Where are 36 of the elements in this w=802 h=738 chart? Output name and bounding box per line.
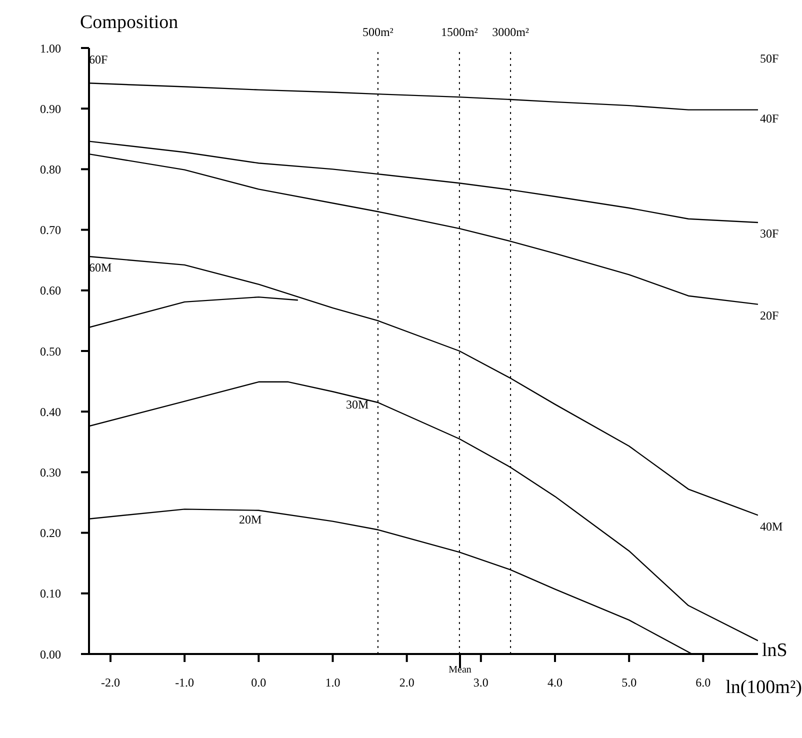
y-axis-title: Composition bbox=[80, 12, 178, 34]
x-tick-label: 1.0 bbox=[325, 676, 340, 690]
annotation: 60F bbox=[89, 52, 108, 68]
y-tick-label: 0.30 bbox=[40, 465, 61, 480]
x-tick-label: 0.0 bbox=[251, 676, 266, 690]
x-tick-label: 5.0 bbox=[622, 676, 637, 690]
y-tick-label: 0.00 bbox=[40, 647, 61, 662]
text: 40M bbox=[760, 520, 783, 534]
ref-line-label: 3000m² bbox=[492, 25, 530, 39]
y-tick-label: 0.70 bbox=[40, 223, 61, 238]
x-tick-label: 3.0 bbox=[473, 676, 488, 690]
y-tick-label: 0.80 bbox=[40, 162, 61, 176]
text: 30F bbox=[760, 226, 779, 242]
annotation: 20M bbox=[239, 512, 262, 528]
x-tick-label: 2.0 bbox=[399, 676, 414, 690]
x-tick-label: 6.0 bbox=[696, 676, 711, 690]
x-axis-title: lnS bbox=[762, 640, 788, 662]
annotation: 30M bbox=[346, 398, 369, 412]
y-tick-label: 0.10 bbox=[40, 586, 61, 601]
text: Mean bbox=[448, 664, 472, 676]
annotation: 60M bbox=[89, 260, 112, 276]
ref-line-label: 500m² bbox=[362, 25, 394, 39]
ref-line-label: 1500m² bbox=[440, 25, 478, 39]
text: 50F bbox=[760, 52, 779, 66]
y-tick-label: 0.90 bbox=[40, 102, 61, 116]
y-tick-label: 0.40 bbox=[40, 404, 61, 419]
text: ln(100m²) bbox=[726, 677, 802, 699]
x-tick-label: 4.0 bbox=[548, 676, 563, 690]
y-tick-label: 0.50 bbox=[40, 344, 61, 358]
x-tick-label: -1.0 bbox=[175, 676, 194, 690]
y-tick-label: 0.60 bbox=[40, 284, 61, 298]
x-tick-label: -2.0 bbox=[100, 676, 120, 690]
text: 20F bbox=[760, 308, 779, 324]
y-tick-label: 0.20 bbox=[40, 526, 61, 540]
text: 40F bbox=[760, 112, 779, 126]
y-tick-label: 1.00 bbox=[40, 41, 61, 56]
